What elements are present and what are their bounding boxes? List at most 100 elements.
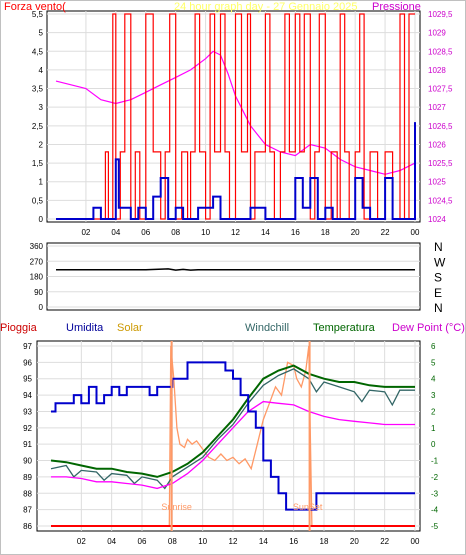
wind-speed-tick-label: 1,5 — [32, 159, 44, 168]
direction-tick-label: 270 — [30, 257, 44, 266]
temperature-tick-label: -1 — [431, 457, 439, 466]
x-tick-label: 12 — [229, 537, 238, 546]
x-tick-label: 20 — [351, 228, 360, 237]
series-label: Pioggia — [0, 322, 38, 334]
temperature-tick-label: -5 — [431, 522, 439, 531]
pressure-axis: 1029,5 1029 1028,5 1028 1027,5 1027 1026,5 1026… — [428, 10, 453, 224]
humidity-tick-label: 96 — [23, 358, 32, 367]
pressure-tick-label: 1024,5 — [428, 196, 453, 205]
x-tick-label: 12 — [231, 228, 240, 237]
wind-speed-tick-label: 4 — [39, 66, 44, 75]
humidity-tick-label: 97 — [23, 342, 32, 351]
pressure-tick-label: 1025,5 — [428, 159, 453, 168]
x-tick-label: 14 — [261, 228, 270, 237]
wind-speed-tick-label: 2 — [39, 140, 44, 149]
direction-tick-label: 180 — [30, 273, 44, 282]
compass-label: S — [434, 271, 442, 285]
series-label: Windchill — [245, 322, 289, 334]
temperature-tick-label: 0 — [431, 440, 436, 449]
temperature-tick-label: 4 — [431, 375, 436, 384]
series-labels: Pioggia Umidita Solar Windchill Temperatura D… — [0, 322, 465, 334]
wind-pressure-series — [55, 13, 416, 220]
chart-title: 24 hour graph day - 27 Gennaio 2025 — [174, 1, 357, 13]
humidity-axis: 97 96 95 94 93 92 91 90 89 88 87 86 — [23, 342, 32, 531]
pressure-tick-label: 1026 — [428, 140, 446, 149]
sunset-label: SunSet — [293, 502, 323, 512]
x-tick-label: 00 — [411, 228, 420, 237]
humidity-tick-label: 93 — [23, 407, 32, 416]
solar-line — [51, 345, 415, 527]
wind-pressure-x-axis: 02 04 06 08 10 12 14 16 18 20 22 00 — [81, 228, 420, 237]
series-label: Solar — [117, 322, 143, 334]
wind-speed-tick-label: 3,5 — [32, 85, 44, 94]
wind-direction-series — [56, 268, 415, 271]
series-label: Dew Point (°C) — [392, 322, 465, 334]
x-tick-label: 04 — [111, 228, 120, 237]
wind-speed-axis: 5,5 5 4,5 4 3,5 3 2,5 2 1,5 1 0,5 0 — [32, 10, 44, 224]
wind-speed-tick-label: 0 — [39, 215, 44, 224]
humidity-tick-label: 92 — [23, 424, 32, 433]
x-tick-label: 20 — [350, 537, 359, 546]
x-tick-label: 08 — [168, 537, 177, 546]
humidity-tick-label: 87 — [23, 506, 32, 515]
x-tick-label: 18 — [321, 228, 330, 237]
temperature-tick-label: 1 — [431, 424, 436, 433]
wind-speed-tick-label: 0,5 — [32, 196, 44, 205]
direction-tick-label: 0 — [39, 303, 44, 312]
wind-direction-axis: 360 270 180 90 0 — [30, 242, 44, 312]
humidity-tick-label: 88 — [23, 489, 32, 498]
compass-label: W — [434, 255, 446, 269]
wind-speed-tick-label: 4,5 — [32, 47, 44, 56]
forza-vento-line — [56, 122, 416, 220]
x-tick-label: 16 — [289, 537, 298, 546]
x-tick-label: 06 — [138, 537, 147, 546]
wind-speed-tick-label: 1 — [39, 178, 44, 187]
x-tick-label: 02 — [81, 228, 90, 237]
pressure-tick-label: 1025 — [428, 178, 446, 187]
temperature-tick-label: -4 — [431, 506, 439, 515]
pressure-tick-label: 1024 — [428, 215, 446, 224]
wind-speed-axis-title: Forza vento( — [4, 1, 66, 13]
pressure-axis-title: Pressione — [372, 1, 421, 13]
pressure-tick-label: 1029 — [428, 29, 446, 38]
x-tick-label: 18 — [320, 537, 329, 546]
wind-direction-line — [56, 268, 415, 271]
x-tick-label: 10 — [201, 228, 210, 237]
sun-annotations: Sunrise SunSet — [161, 341, 323, 531]
compass-label: N — [434, 301, 443, 315]
series-label: Temperatura — [313, 322, 376, 334]
temperature-tick-label: 6 — [431, 342, 436, 351]
x-tick-label: 04 — [107, 537, 116, 546]
direction-tick-label: 360 — [30, 242, 44, 251]
x-tick-label: 14 — [259, 537, 268, 546]
temperature-tick-label: 5 — [431, 358, 436, 367]
x-tick-label: 22 — [381, 228, 390, 237]
x-tick-label: 00 — [411, 537, 420, 546]
humidity-tick-label: 86 — [23, 522, 32, 531]
temperature-tick-label: -2 — [431, 473, 439, 482]
dew-point-line — [51, 400, 415, 490]
pressure-tick-label: 1027 — [428, 103, 446, 112]
temperature-tick-label: -3 — [431, 489, 439, 498]
series-label: Umidita — [66, 322, 104, 334]
wind-pressure-panel: 5,5 5 4,5 4 3,5 3 2,5 2 1,5 1 0,5 0 1029,5 1029 1028,… — [4, 1, 453, 237]
sunrise-label: Sunrise — [161, 502, 192, 512]
x-tick-label: 02 — [77, 537, 86, 546]
windchill-line — [50, 368, 415, 490]
x-tick-label: 06 — [141, 228, 150, 237]
umidita-line — [51, 361, 415, 511]
x-tick-label: 16 — [291, 228, 300, 237]
x-tick-label: 08 — [171, 228, 180, 237]
humidity-tick-label: 94 — [23, 391, 32, 400]
temperature-humidity-x-axis: 02 04 06 08 10 12 14 16 18 20 22 00 — [77, 537, 420, 546]
wind-speed-tick-label: 3 — [39, 103, 44, 112]
wind-pressure-plot-frame — [46, 10, 421, 223]
humidity-tick-label: 95 — [23, 375, 32, 384]
pressione-line — [55, 50, 416, 175]
wind-speed-tick-label: 5,5 — [32, 10, 44, 19]
x-tick-label: 22 — [380, 537, 389, 546]
humidity-tick-label: 89 — [23, 473, 32, 482]
